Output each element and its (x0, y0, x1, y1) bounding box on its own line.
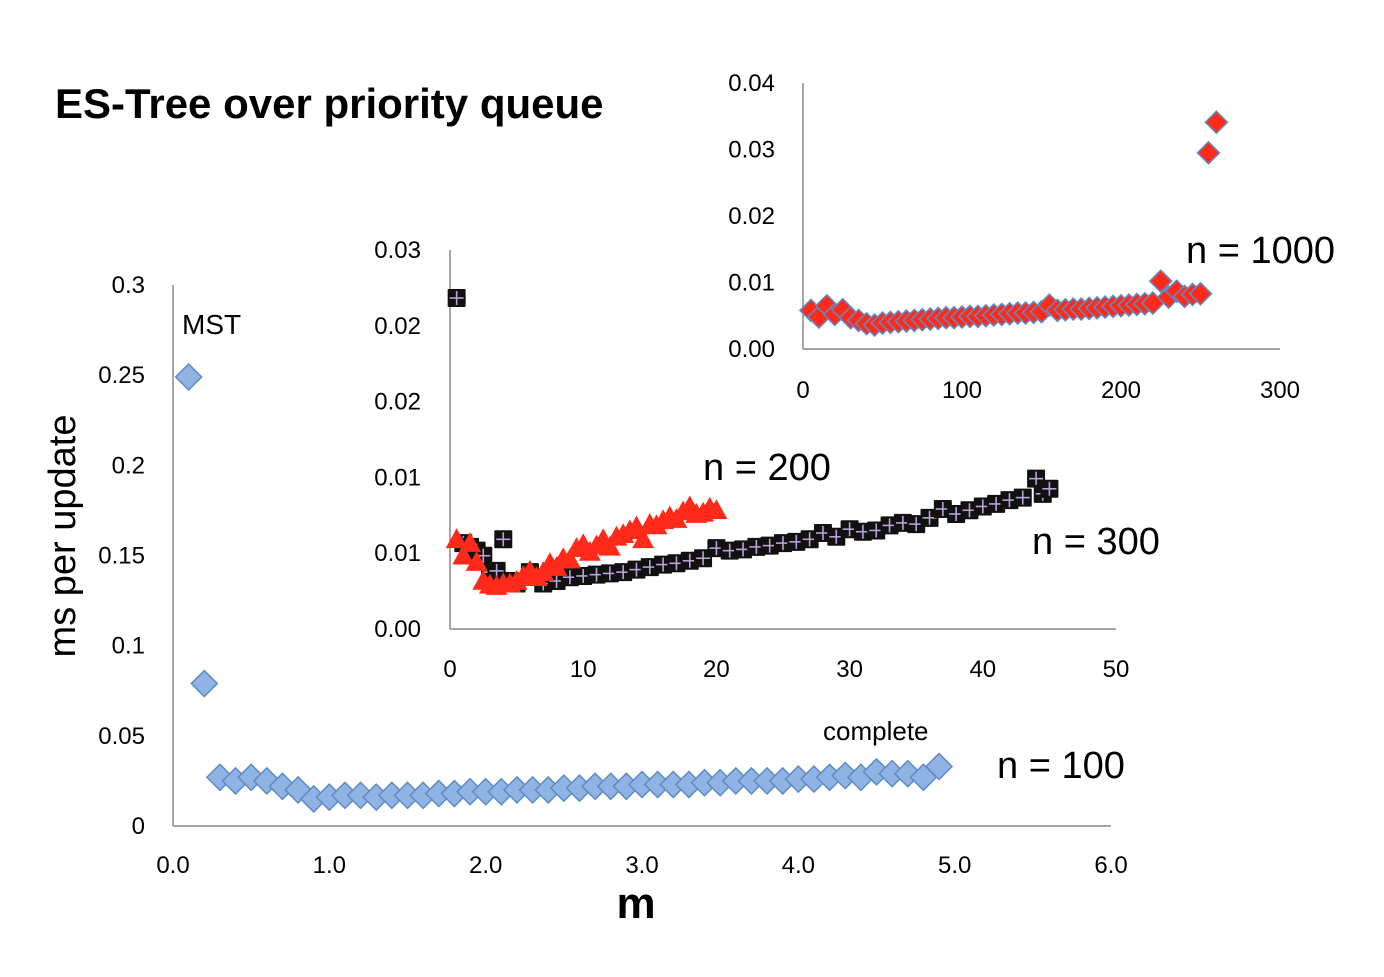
annotation-n300: n = 300 (1032, 521, 1160, 563)
inset-top-y-tick-label: 0.02 (728, 203, 775, 230)
inset-top-x-tick-label: 0 (796, 377, 809, 404)
inset-mid-y-tick-label: 0.02 (374, 313, 421, 340)
main-y-tick-label: 0 (132, 813, 145, 840)
annotation-n100: n = 100 (997, 745, 1125, 787)
inset-mid-x-tick-label: 0 (443, 656, 456, 683)
inset-top-data-point (1204, 110, 1229, 135)
inset-mid-y-tick-label: 0.00 (374, 616, 421, 643)
inset-mid-y-tick-label: 0.01 (374, 540, 421, 567)
inset-mid-data-point-n300 (1040, 479, 1059, 498)
inset-top-y-tick-label: 0.01 (728, 270, 775, 297)
annotation-complete: complete (823, 716, 929, 746)
y-axis-label: ms per update (42, 415, 84, 658)
inset-mid-data-point-n300 (494, 530, 513, 549)
main-y-tick-label: 0.2 (112, 452, 145, 479)
inset-top-data-point (1196, 140, 1221, 165)
inset-mid-x-tick-label: 40 (969, 656, 996, 683)
main-y-tick-label: 0.15 (98, 543, 145, 570)
inset-mid-x-tick-label: 30 (836, 656, 863, 683)
inset-top-data-point (1148, 269, 1173, 294)
inset-mid-y-tick-label: 0.01 (374, 464, 421, 491)
main-data-point (924, 752, 954, 781)
inset-plot-n200-n300: 0 10 20 30 40 50 0.00 0.01 0.01 0.02 0.02 0.03 (374, 237, 1129, 683)
main-x-tick-label: 2.0 (469, 852, 502, 879)
inset-mid-data-point-n300 (1013, 488, 1032, 507)
inset-mid-x-tick-label: 10 (570, 656, 597, 683)
inset-top-x-tick-label: 200 (1101, 377, 1141, 404)
inset-top-y-tick-label: 0.03 (728, 137, 775, 164)
inset-mid-data-point-n200 (705, 499, 728, 520)
inset-mid-data-point-n200 (458, 532, 481, 552)
inset-mid-data-point-n300 (447, 289, 466, 308)
main-y-tick-label: 0.05 (98, 723, 145, 750)
main-y-tick-label: 0.25 (98, 362, 145, 389)
x-axis-label: m (616, 879, 655, 928)
inset-mid-x-tick-label: 50 (1103, 656, 1130, 683)
main-x-tick-label: 3.0 (625, 852, 658, 879)
inset-mid-y-tick-label: 0.02 (374, 389, 421, 416)
inset-top-x-tick-label: 300 (1260, 377, 1300, 404)
main-y-tick-label: 0.3 (112, 272, 145, 299)
chart-title: ES-Tree over priority queue (55, 80, 604, 127)
main-x-tick-label: 5.0 (938, 852, 971, 879)
main-x-tick-label: 4.0 (782, 852, 815, 879)
annotation-mst: MST (182, 309, 241, 340)
annotation-n1000: n = 1000 (1186, 230, 1335, 272)
inset-mid-data-point-n200 (632, 528, 655, 549)
inset-mid-data-point-n200 (598, 535, 621, 556)
inset-mid-data-point-n200 (452, 544, 475, 565)
inset-top-y-tick-label: 0.00 (728, 336, 775, 363)
main-data-point (190, 669, 219, 698)
main-x-tick-label: 0.0 (156, 852, 189, 879)
inset-mid-x-tick-label: 20 (703, 656, 730, 683)
main-x-tick-label: 1.0 (313, 852, 346, 879)
inset-mid-data-point-n200 (445, 528, 468, 549)
annotation-n200: n = 200 (703, 447, 831, 489)
inset-top-data-point (1188, 281, 1213, 306)
inset-top-x-tick-label: 100 (942, 377, 982, 404)
inset-top-y-tick-label: 0.04 (728, 70, 775, 97)
main-plot: 0.0 1.0 2.0 3.0 4.0 5.0 6.0 0 0.05 0.1 0.15 0.2 0.25… (98, 272, 1127, 879)
main-x-tick-label: 6.0 (1094, 852, 1127, 879)
main-data-point (174, 362, 203, 392)
inset-plot-n1000: 0 100 200 300 0.00 0.01 0.02 0.03 0.04 (728, 70, 1300, 404)
main-y-tick-label: 0.1 (112, 633, 145, 660)
inset-mid-data-point-n200 (465, 551, 488, 571)
inset-mid-y-tick-label: 0.03 (374, 237, 421, 264)
inset-mid-data-point-n200 (558, 548, 581, 569)
